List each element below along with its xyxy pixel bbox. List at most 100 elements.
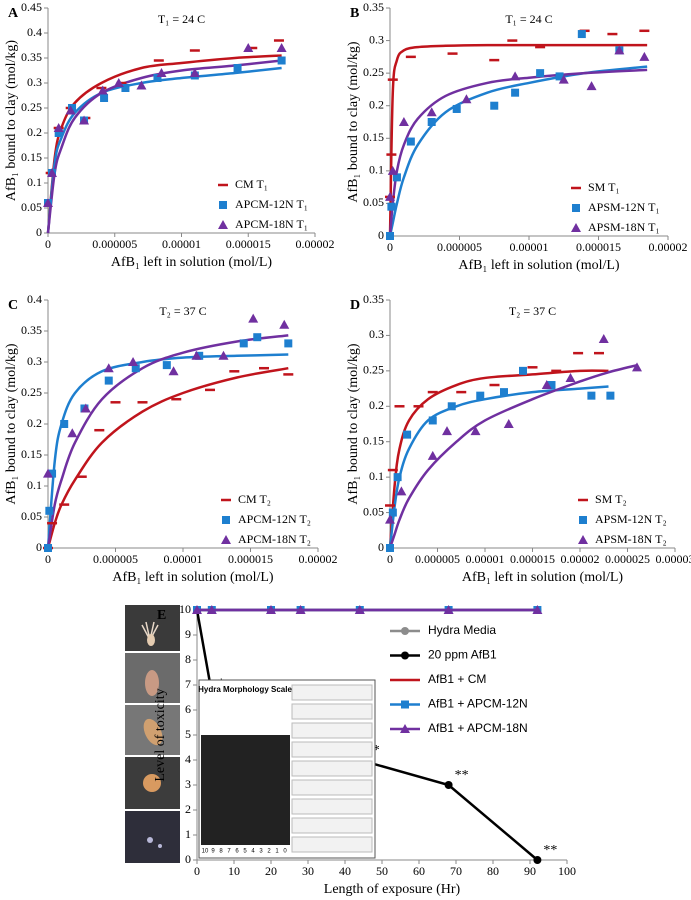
x-tick-label: 0.00002 [299,552,338,566]
data-point [45,506,54,515]
photo-hydra [147,634,155,646]
legend-swatch [578,535,588,544]
data-point [218,350,229,360]
data-point [80,403,91,413]
y-tick-label: 0.1 [27,175,42,189]
x-tick-label: 0.00001 [162,237,201,251]
legend-swatch [219,201,227,209]
data-point [189,68,200,77]
data-point [168,366,179,376]
legend-label: AfB1 + APCM-18N [428,721,528,735]
data-point [277,56,286,65]
fit-curve [388,43,648,237]
legend-swatch [222,516,230,524]
inset-scale-label: 5 [243,849,247,855]
y-tick-label: 0.25 [21,385,42,399]
y-tick-label: 0.3 [369,32,384,46]
data-point [558,74,569,84]
data-point [511,88,520,97]
data-point [396,486,407,496]
data-point [97,85,108,95]
inset-row [291,836,373,853]
inset-scale-label: 10 [202,849,209,855]
y-tick-label: 0.25 [21,100,42,114]
fit-curve [46,353,289,549]
legend-label: CM T₂ [238,492,271,506]
data-point [386,544,394,552]
data-point [388,508,397,517]
x-tick-label: 0.000005 [437,240,482,254]
data-point [393,473,402,482]
legend-label: AfB1 + CM [428,672,486,686]
photo-hydra [143,718,163,746]
y-tick-label: 0.05 [21,509,42,523]
data-point [279,319,290,329]
data-point [555,72,564,81]
legend-label: APCM-18N T₁ [235,217,308,231]
y-tick-label: 0.2 [369,398,384,412]
legend-label: APSM-12N T₁ [588,200,660,214]
x-tick-label: 90 [524,864,536,878]
y-tick-label: 0 [36,540,42,554]
data-point [606,391,615,400]
inset-panel [201,735,290,856]
inset-row [291,722,373,739]
x-tick-label: 100 [558,864,576,878]
y-axis-label: Level of toxicity [153,688,168,781]
x-tick-label: 0 [45,552,51,566]
data-point [614,45,625,55]
inset-row [291,741,373,758]
inset-scale-label: 6 [235,849,239,855]
x-tick-label: 40 [339,864,351,878]
data-point [54,129,63,137]
inset-title: Hydra Morphology Scale [198,685,292,694]
x-tick-label: 0.00003 [656,552,691,566]
data-point [128,357,139,366]
data-point [490,101,499,110]
y-tick-label: 0.4 [27,25,42,39]
x-axis-label: AfB₁ left in solution (mol/L) [458,258,620,273]
y-tick-label: 0 [36,225,42,239]
y-axis-label: AfB₁ bound to clay (mol/kg) [346,343,361,505]
y-tick-label: 0.2 [27,416,42,430]
legend-swatch [400,724,410,733]
y-tick-label: 0.15 [21,150,42,164]
legend-swatch [572,204,580,212]
y-tick-label: 0.25 [363,363,384,377]
y-tick-label: 0.05 [363,195,384,209]
inset-scale-bar [201,845,290,856]
x-tick-label: 0.000025 [605,552,650,566]
legend-swatch [401,627,409,635]
photo-hydra [147,837,153,843]
data-point [386,232,394,240]
data-point [65,105,76,115]
data-point [426,107,437,117]
legend-swatch [221,535,231,544]
x-tick-label: 60 [413,864,425,878]
data-point [48,469,57,478]
y-tick-label: 0.1 [27,478,42,492]
data-point [392,173,401,182]
inset-scale-label: 3 [259,849,263,855]
legend-swatch [579,516,587,524]
data-point [162,361,171,370]
data-point [461,94,472,104]
data-point [295,605,306,614]
data-point [532,605,543,614]
x-tick-label: 0.00002 [561,552,600,566]
legend-label: Hydra Media [428,623,496,637]
inset-row [291,817,373,834]
data-point [503,419,514,428]
y-axis-label: AfB₁ bound to clay (mol/kg) [4,343,19,505]
data-point [639,51,650,61]
x-axis-label: AfB₁ left in solution (mol/L) [112,570,274,585]
fit-curve [388,68,648,237]
panel: 0 0.05 0.1 0.15 0.2 0.25 0.3 0.35 0 0.000005 0.000… [346,292,691,585]
x-tick-label: 0 [387,552,393,566]
panel-label: D [350,298,360,313]
data-point [587,391,596,400]
legend-label: SM T₁ [588,180,620,194]
y-tick-label: 1 [185,827,191,841]
